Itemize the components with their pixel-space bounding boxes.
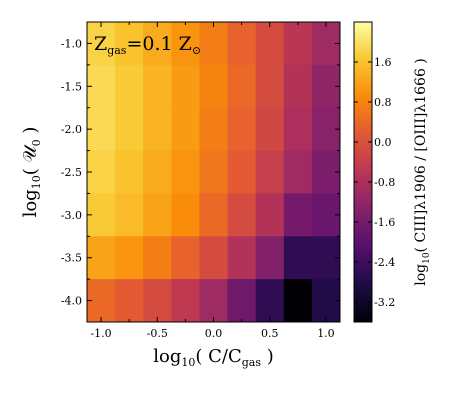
heatmap-cell	[255, 236, 285, 280]
x-tick-label: 0.5	[261, 327, 279, 340]
heatmap-cell	[171, 150, 200, 194]
colorbar-tick-label: -0.8	[374, 176, 395, 189]
x-label-close: )	[261, 346, 274, 367]
heatmap-cell	[283, 22, 313, 66]
heatmap-cell	[227, 22, 257, 66]
metallicity-annotation: Zgas=0.1 Z⊙	[94, 33, 201, 57]
heatmap-cell	[199, 236, 229, 280]
heatmap-cell	[283, 193, 313, 237]
heatmap-cell	[283, 279, 313, 323]
x-axis-ticks: -1.0 -0.5 0.0 0.5 1.0	[90, 22, 335, 340]
heatmap-cell	[171, 193, 200, 237]
heatmap-cell	[283, 64, 313, 109]
annotation-equals: =0.1 Z	[126, 33, 191, 55]
colorbar-label-body: ( CIII]λ1906 / [OIII]λ1666 )	[413, 58, 429, 252]
heatmap-cell	[115, 193, 144, 237]
colorbar-label-log: log	[413, 264, 429, 286]
colorbar-label-log-sub: 10	[422, 252, 432, 264]
heatmap-cell	[255, 107, 285, 152]
x-tick-label: -0.5	[147, 327, 168, 340]
colorbar	[353, 21, 373, 323]
heatmap-cell	[115, 279, 144, 323]
heatmap-cell	[143, 150, 172, 194]
heatmap-cells	[87, 22, 341, 323]
annotation-sun-symbol: ⊙	[192, 44, 201, 57]
heatmap-cell	[143, 107, 172, 152]
heatmap-cell	[227, 193, 257, 237]
y-tick-label: -2.0	[61, 123, 82, 136]
heatmap-cell	[227, 150, 257, 194]
colorbar-tick-label: -1.6	[374, 216, 395, 229]
heatmap-cell	[255, 22, 285, 66]
heatmap-cell	[283, 150, 313, 194]
heatmap-cell	[143, 22, 172, 66]
colorbar-tick-label: -2.4	[374, 256, 395, 269]
y-tick-label: -3.0	[61, 209, 82, 222]
y-label-log: log	[20, 189, 41, 217]
y-tick-label: -3.5	[61, 252, 82, 265]
heatmap-cell	[171, 22, 200, 66]
y-label-body-sub: 0	[30, 139, 43, 146]
heatmap-cell	[255, 193, 285, 237]
heatmap-cell	[115, 64, 144, 109]
heatmap-cell	[143, 236, 172, 280]
heatmap-cell	[199, 107, 229, 152]
heatmap-cell	[199, 279, 229, 323]
x-tick-label: 0.0	[205, 327, 223, 340]
heatmap-cell	[227, 64, 257, 109]
heatmap-cell	[199, 22, 229, 66]
heatmap-cell	[143, 279, 172, 323]
heatmap-cell	[171, 64, 200, 109]
heatmap-cell	[255, 64, 285, 109]
x-label-body: ( C/C	[195, 346, 241, 367]
colorbar-tick-label: 0.0	[374, 136, 392, 149]
heatmap-cell	[171, 236, 200, 280]
heatmap-cell	[227, 107, 257, 152]
heatmap-cell	[283, 236, 313, 280]
y-tick-label: -2.5	[61, 166, 82, 179]
colorbar-label: log10( CIII]λ1906 / [OIII]λ1666 )	[413, 58, 432, 286]
x-label-log: log	[153, 346, 181, 367]
heatmap-cell	[199, 64, 229, 109]
heatmap-cell	[143, 64, 172, 109]
y-label-log-sub: 10	[30, 175, 43, 189]
heatmap-cell	[199, 150, 229, 194]
x-tick-label: -1.0	[90, 327, 111, 340]
heatmap-cell	[255, 150, 285, 194]
heatmap-cell	[115, 236, 144, 280]
annotation-subscript: gas	[107, 44, 127, 57]
x-label-log-sub: 10	[181, 356, 195, 369]
x-label-body-sub: gas	[242, 356, 262, 369]
colorbar-tick-label: 0.8	[374, 96, 392, 109]
colorbar-ticks: 1.6 0.8 0.0 -0.8 -1.6 -2.4 -3.2	[354, 56, 395, 309]
heatmap-cell	[115, 150, 144, 194]
heatmap-cell	[283, 107, 313, 152]
y-label-close: )	[20, 127, 41, 140]
y-tick-label: -1.5	[61, 80, 82, 93]
heatmap-cell	[199, 193, 229, 237]
heatmap-cell	[115, 22, 144, 66]
heatmap-cell	[227, 236, 257, 280]
annotation-prefix: Z	[94, 33, 107, 55]
y-axis-label: log10( 𝒰0 )	[20, 127, 43, 218]
x-axis-label: log10( C/Cgas )	[153, 346, 273, 369]
heatmap-cell	[255, 279, 285, 323]
colorbar-tick-label: 1.6	[374, 56, 392, 69]
y-tick-label: -1.0	[61, 37, 82, 50]
colorbar-tick-label: -3.2	[374, 296, 395, 309]
x-tick-label: 1.0	[317, 327, 335, 340]
y-label-body: ( 𝒰	[20, 144, 41, 176]
y-axis-ticks: -1.0 -1.5 -2.0 -2.5 -3.0 -3.5 -4.0	[61, 21, 340, 323]
heatmap-cell	[227, 279, 257, 323]
heatmap-cell	[115, 107, 144, 152]
y-tick-label: -4.0	[61, 295, 82, 308]
heatmap-cell	[171, 107, 200, 152]
heatmap-cell	[143, 193, 172, 237]
heatmap-cell	[171, 279, 200, 323]
